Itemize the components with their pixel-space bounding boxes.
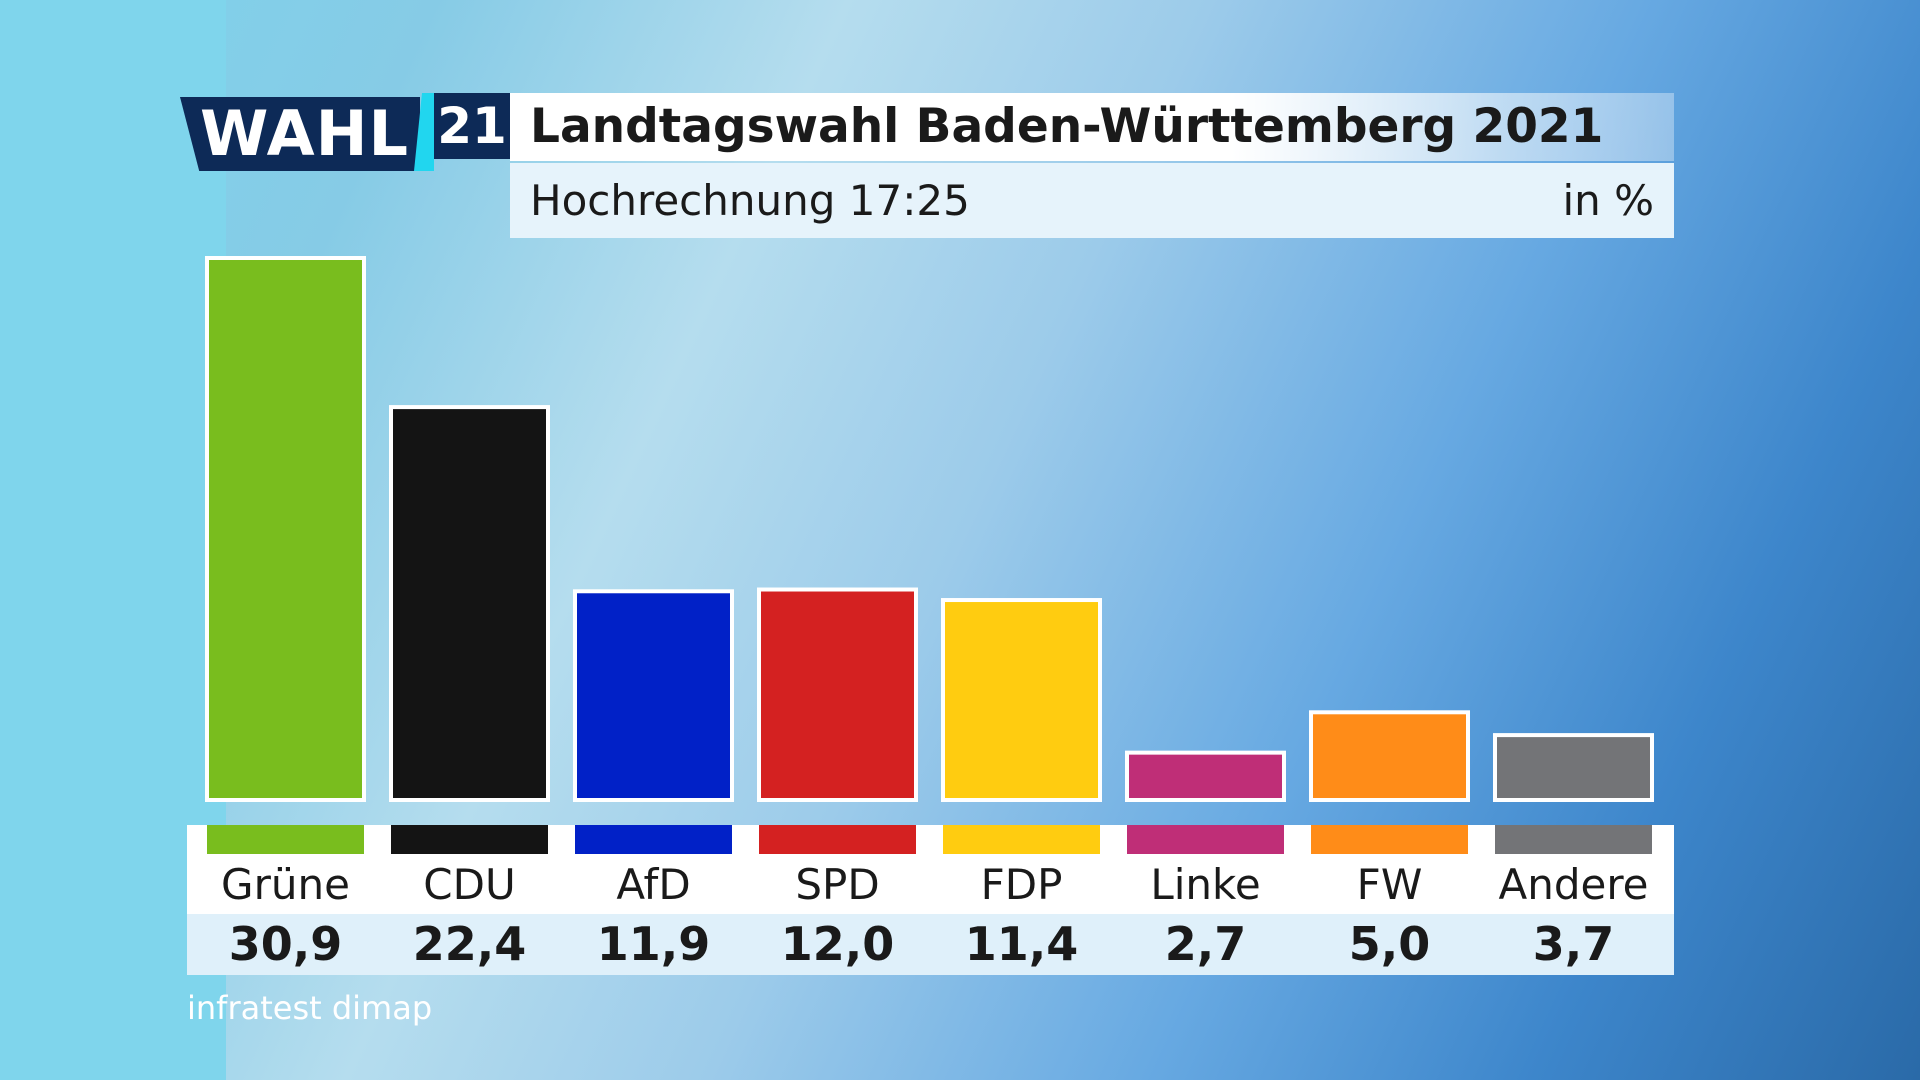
bar-7 (1493, 733, 1654, 803)
category-label-4: FDP (980, 860, 1063, 909)
value-label-5: 2,7 (1164, 917, 1247, 971)
wahl21-logo: WAHL 21 (180, 93, 510, 171)
category-label-0: Grüne (221, 860, 350, 909)
bar-2 (573, 589, 734, 802)
value-label-0: 30,9 (228, 917, 343, 971)
color-chip-1 (391, 825, 548, 854)
source-credit: infratest dimap (187, 989, 433, 1027)
color-chip-0 (207, 825, 364, 854)
value-row: 30,9 22,4 11,9 12,0 11,4 2,7 5,0 3,7 (187, 914, 1674, 975)
value-label-4: 11,4 (964, 917, 1079, 971)
bar-6 (1309, 710, 1470, 802)
category-label-7: Andere (1498, 860, 1649, 909)
color-chip-3 (759, 825, 916, 854)
color-chip-6 (1311, 825, 1468, 854)
bar-3 (757, 587, 918, 803)
value-label-1: 22,4 (412, 917, 527, 971)
value-label-7: 3,7 (1532, 917, 1615, 971)
chart-subtitle: Hochrechnung 17:25 (530, 176, 970, 225)
logo-number: 21 (434, 93, 510, 159)
category-label-3: SPD (795, 860, 880, 909)
bar-5 (1125, 750, 1286, 802)
title-bar: Landtagswahl Baden-Württemberg 2021 (510, 93, 1674, 161)
category-label-5: Linke (1150, 860, 1261, 909)
color-chip-5 (1127, 825, 1284, 854)
color-chip-7 (1495, 825, 1652, 854)
unit-label: in % (1562, 176, 1654, 225)
bar-4 (941, 598, 1102, 802)
value-label-3: 12,0 (780, 917, 895, 971)
subtitle-bar: Hochrechnung 17:25 in % (510, 163, 1674, 238)
category-label-6: FW (1356, 860, 1423, 909)
value-label-2: 11,9 (596, 917, 711, 971)
color-chip-4 (943, 825, 1100, 854)
color-chip-2 (575, 825, 732, 854)
logo-word: WAHL (180, 97, 420, 171)
value-label-6: 5,0 (1348, 917, 1431, 971)
bar-0 (205, 256, 366, 802)
party-label-row: Grüne CDU AfD SPD FDP Linke FW Andere (187, 825, 1674, 914)
category-label-2: AfD (616, 860, 691, 909)
chart-title: Landtagswahl Baden-Württemberg 2021 (530, 99, 1604, 154)
bar-1 (389, 405, 550, 802)
category-label-1: CDU (423, 860, 516, 909)
